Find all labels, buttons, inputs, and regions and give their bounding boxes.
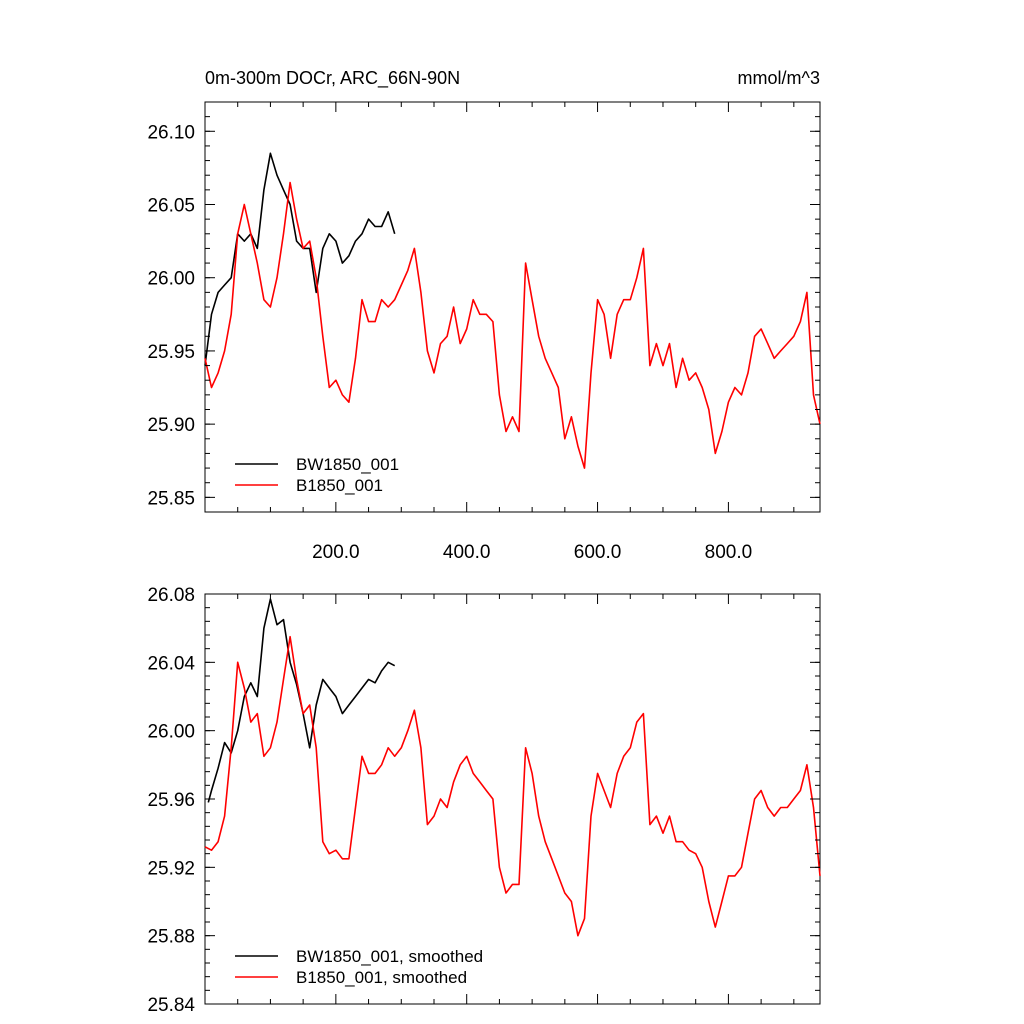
legend-label: B1850_001, smoothed: [296, 968, 467, 987]
bottom-legend: BW1850_001, smoothed B1850_001, smoothed: [235, 947, 483, 987]
y-tick-label: 25.88: [147, 927, 195, 948]
bottom-series-layer: [204, 598, 821, 937]
y-tick-label: 25.84: [147, 995, 195, 1016]
x-tick-label: 400.0: [443, 542, 491, 563]
top-series-layer: [204, 152, 821, 469]
y-tick-label: 26.00: [147, 722, 195, 743]
y-tick-label: 26.08: [147, 585, 195, 606]
y-tick-label: 26.05: [147, 196, 195, 217]
bottom-panel: 25.84 25.88 25.92 25.96 26.00 26.04 26.08 BW18…: [147, 585, 821, 1016]
y-tick-label: 26.04: [147, 653, 195, 674]
y-tick-label: 25.85: [147, 488, 195, 509]
legend-label: B1850_001: [296, 476, 383, 495]
y-tick-label: 25.90: [147, 415, 195, 436]
x-tick-label: 600.0: [574, 542, 622, 563]
series-line-bw1850: [204, 152, 396, 366]
y-tick-label: 26.00: [147, 269, 195, 290]
y-tick-label: 25.95: [147, 342, 195, 363]
x-tick-label: 800.0: [705, 542, 753, 563]
y-tick-label: 26.10: [147, 122, 195, 143]
series-line-bw1850: [207, 598, 396, 803]
series-line-b1850: [204, 635, 821, 937]
top-legend: BW1850_001 B1850_001: [235, 455, 399, 495]
x-tick-label: 200.0: [312, 542, 360, 563]
series-line-b1850: [204, 181, 821, 469]
top-ticks-layer: 25.85 25.90 25.95 26.00 26.05 26.10 200.0 400.0…: [147, 101, 820, 563]
top-panel: 0m-300m DOCr, ARC_66N-90N mmol/m^3 25.85…: [147, 68, 821, 563]
legend-label: BW1850_001: [296, 455, 399, 474]
top-chart-units: mmol/m^3: [738, 68, 820, 88]
bottom-plot-frame: [204, 593, 821, 1005]
top-plot-frame: [204, 101, 821, 513]
top-chart-title: 0m-300m DOCr, ARC_66N-90N: [205, 68, 460, 89]
legend-label: BW1850_001, smoothed: [296, 947, 483, 966]
y-tick-label: 25.92: [147, 858, 195, 879]
y-tick-label: 25.96: [147, 790, 195, 811]
bottom-ticks-layer: 25.84 25.88 25.92 25.96 26.00 26.04 26.08: [147, 585, 820, 1016]
